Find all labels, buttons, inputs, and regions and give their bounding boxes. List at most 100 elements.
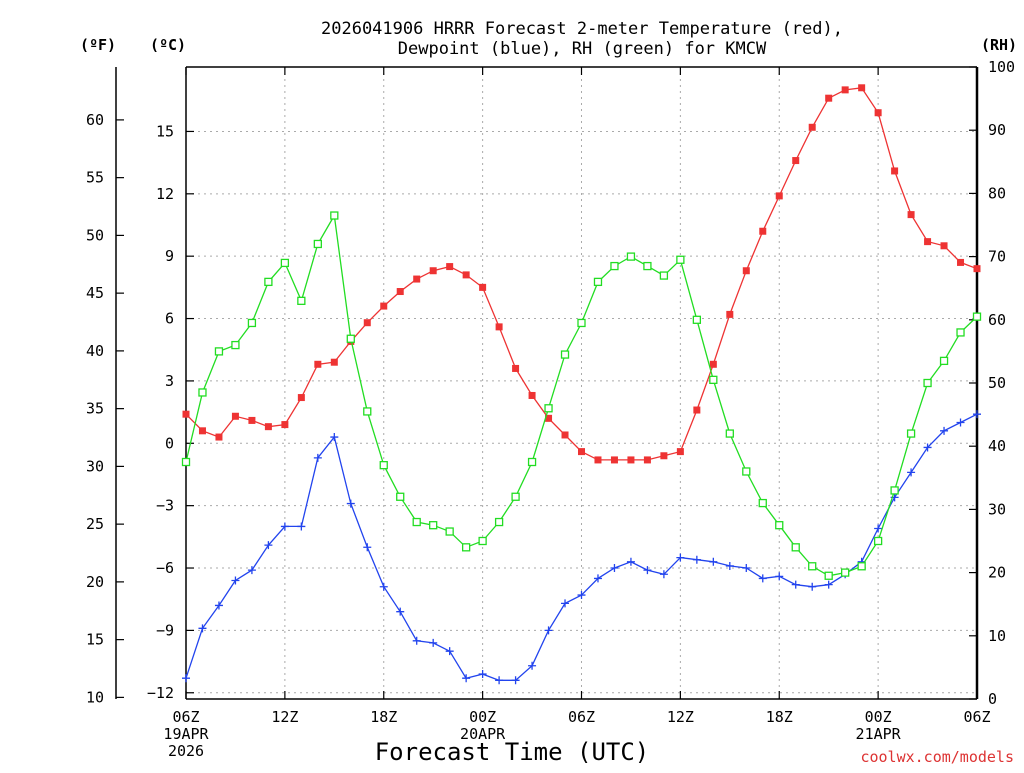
data-point — [297, 296, 306, 305]
x-tick-label: 06Z — [172, 708, 199, 726]
fahrenheit-axis-unit: (ºF) — [80, 36, 116, 54]
data-point — [643, 566, 652, 575]
data-point — [297, 394, 305, 402]
data-point — [313, 453, 322, 462]
rh-tick-label: 40 — [988, 437, 1006, 455]
data-point — [940, 426, 949, 435]
data-point — [511, 676, 520, 685]
data-point — [330, 211, 339, 220]
rh-tick-label: 70 — [988, 248, 1006, 266]
data-point — [924, 238, 932, 246]
data-point — [873, 536, 883, 546]
data-point — [758, 574, 767, 583]
data-point — [775, 572, 784, 581]
data-point — [808, 562, 817, 571]
data-point — [478, 536, 487, 546]
data-point — [396, 492, 405, 501]
data-point — [907, 468, 916, 477]
data-point — [215, 433, 223, 441]
data-point — [479, 283, 487, 291]
data-point — [461, 543, 471, 552]
data-point — [957, 258, 965, 266]
data-point — [725, 561, 734, 570]
rh-tick-label: 10 — [988, 627, 1006, 645]
data-point — [198, 624, 207, 633]
data-point — [511, 492, 520, 501]
data-point — [725, 429, 734, 438]
data-point — [610, 564, 619, 573]
data-point — [280, 258, 290, 268]
data-point — [198, 388, 207, 397]
data-point — [890, 486, 899, 495]
data-point — [198, 427, 206, 435]
series-2-meter-temperature — [182, 84, 981, 464]
data-point — [544, 626, 553, 635]
rh-tick-label: 100 — [988, 58, 1015, 76]
data-point — [972, 312, 982, 321]
rh-tick-label: 20 — [988, 564, 1006, 582]
data-point — [248, 416, 256, 424]
data-point — [561, 431, 569, 439]
data-point — [544, 404, 553, 413]
celsius-tick-label: 9 — [165, 247, 174, 265]
data-point — [247, 318, 257, 328]
data-point — [593, 574, 602, 583]
data-point — [494, 517, 504, 527]
data-point — [413, 275, 421, 283]
data-point — [527, 457, 537, 467]
data-point — [923, 378, 932, 388]
data-point — [759, 227, 767, 235]
data-point — [660, 452, 668, 460]
data-point — [214, 601, 223, 610]
x-tick-label: 20APR — [460, 725, 506, 743]
data-point — [610, 261, 619, 271]
data-point — [330, 358, 338, 366]
data-point — [692, 555, 701, 564]
x-tick-label: 06Z — [568, 708, 595, 726]
data-point — [330, 433, 339, 442]
celsius-tick-label: 0 — [165, 434, 174, 452]
data-point — [939, 356, 949, 366]
data-point — [412, 636, 421, 645]
data-point — [858, 84, 866, 92]
data-point — [973, 265, 981, 273]
celsius-tick-label: 15 — [156, 122, 174, 140]
data-point — [264, 541, 273, 550]
data-point — [363, 407, 372, 416]
data-point — [626, 252, 636, 261]
celsius-axis-unit: (ºC) — [150, 36, 186, 54]
fahrenheit-tick-label: 15 — [86, 631, 104, 649]
credit-text: coolwx.com/models — [860, 748, 1014, 766]
x-tick-label: 18Z — [766, 708, 793, 726]
series-layer — [181, 84, 982, 685]
data-point — [758, 498, 767, 508]
data-point — [676, 448, 684, 456]
celsius-tick-label: −9 — [156, 621, 174, 639]
data-point — [857, 562, 866, 571]
data-point — [874, 109, 882, 117]
data-point — [841, 86, 849, 94]
data-point — [841, 568, 850, 577]
data-point — [940, 242, 948, 250]
data-point — [396, 288, 404, 296]
data-point — [791, 543, 800, 552]
data-point — [313, 239, 322, 249]
data-point — [379, 582, 388, 591]
rh-tick-label: 0 — [988, 690, 997, 708]
fahrenheit-tick-label: 55 — [86, 169, 104, 187]
data-point — [314, 360, 322, 368]
data-point — [528, 661, 537, 670]
fahrenheit-tick-label: 45 — [86, 284, 104, 302]
x-tick-label: 2026 — [168, 742, 204, 760]
data-point — [742, 564, 751, 573]
data-point — [726, 310, 734, 318]
x-tick-label: 19APR — [163, 725, 209, 743]
fahrenheit-tick-label: 30 — [86, 457, 104, 475]
axes: 10 15 20 25 30 35 40 45 50 55 60 −12 −9 −6 −3 0 3 6 9 12 15 0… — [86, 58, 1015, 760]
rh-tick-label: 30 — [988, 500, 1006, 518]
celsius-tick-label: 6 — [165, 310, 174, 328]
data-point — [231, 576, 240, 585]
fahrenheit-tick-label: 40 — [86, 342, 104, 360]
x-tick-label: 12Z — [271, 708, 298, 726]
